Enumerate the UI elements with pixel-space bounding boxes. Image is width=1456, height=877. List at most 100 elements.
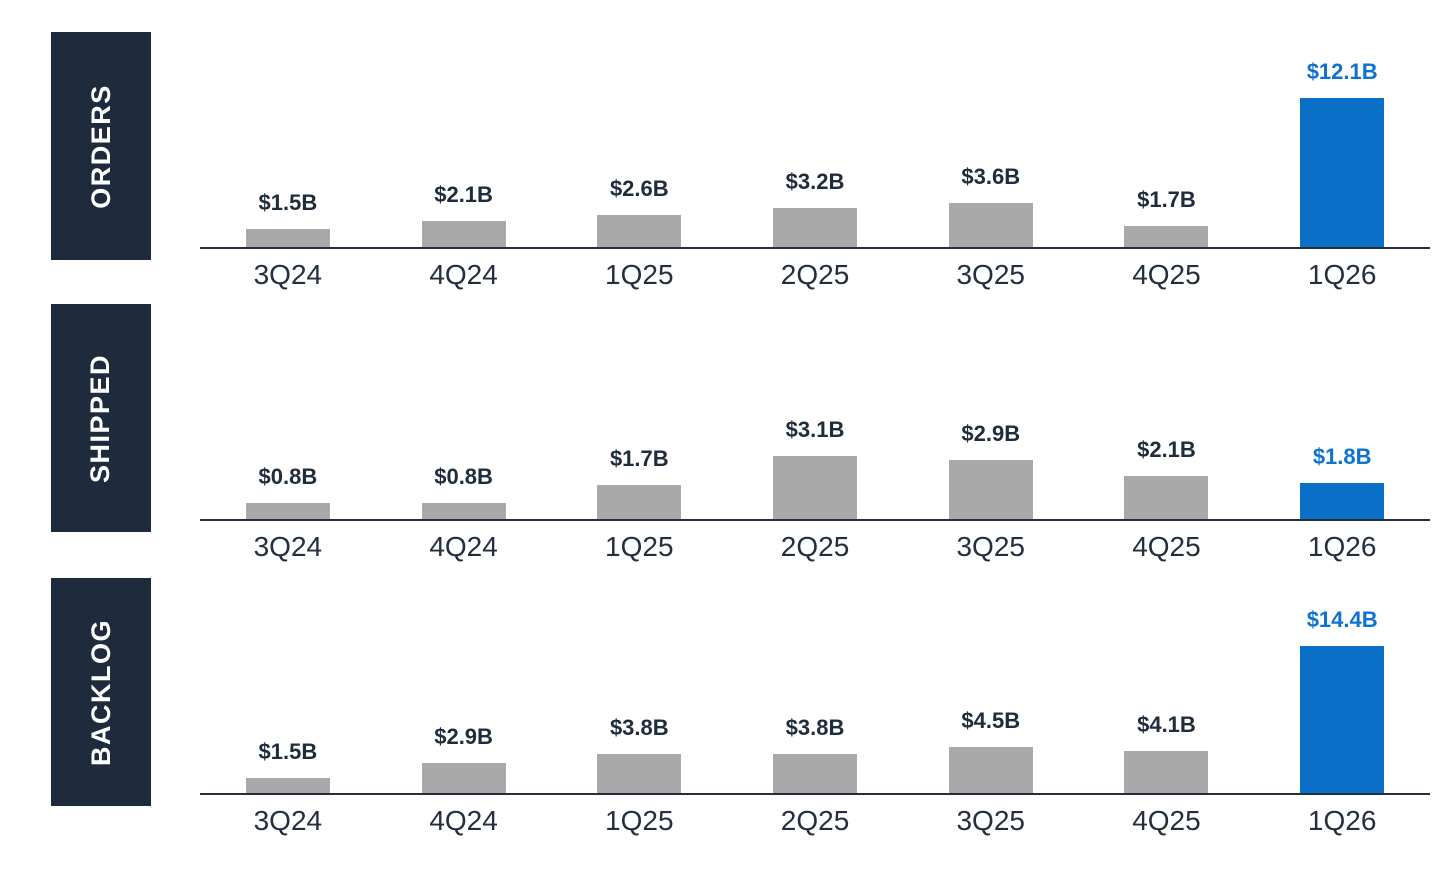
bar-group: $4.5B [903,708,1079,793]
value-bar [245,777,330,793]
value-bar [1124,476,1209,519]
x-axis-labels: 3Q24 4Q24 1Q25 2Q25 3Q25 4Q25 1Q26 [200,795,1430,837]
bar-group: $4.1B [1079,712,1255,793]
x-axis-tick-label: 4Q24 [429,805,498,836]
bar-group: $3.1B [727,417,903,519]
x-axis-tick-label: 3Q24 [253,805,323,836]
x-axis-tick-label: 4Q25 [1132,531,1201,562]
bar-group: $0.8B [376,464,552,519]
x-axis-tick-label: 1Q26 [1307,531,1377,562]
value-bar [597,484,682,519]
value-bar [773,754,858,793]
value-bar [1124,751,1209,793]
x-axis-tick-label: 1Q25 [605,531,674,562]
value-bar [597,215,682,247]
section-title-backlog: BACKLOG [85,618,116,766]
bar-value-label: $3.8B [609,715,669,741]
chart-section-orders: ORDERS $1.5B $2.1B $2.6B $3.2B $3.6B [0,32,1456,294]
value-bar [948,746,1033,793]
x-axis-tick-label: 1Q26 [1307,259,1377,290]
bar-value-label: $1.5B [258,189,318,215]
bar-group: $2.1B [376,182,552,247]
bar-group: $0.8B [200,464,376,519]
x-axis-tick-label: 1Q25 [605,805,674,836]
bar-group: $2.9B [376,724,552,793]
value-bar-highlight [1300,98,1385,247]
section-label-box-backlog: BACKLOG [51,578,151,806]
bar-group: $2.6B [551,176,727,247]
bar-value-label: $0.8B [434,463,493,489]
value-bar [948,460,1033,519]
value-bar-highlight [1300,645,1385,793]
x-axis-tick-label: 3Q24 [253,259,323,290]
section-label-box-shipped: SHIPPED [51,304,151,532]
bar-group: $12.1B [1254,59,1430,247]
value-bar [245,502,330,519]
bar-group: $3.8B [551,715,727,793]
x-axis-tick-label: 3Q24 [253,531,323,562]
bar-group: $3.8B [727,715,903,793]
value-bar [773,456,858,519]
x-axis-labels: 3Q24 4Q24 1Q25 2Q25 3Q25 4Q25 1Q26 [200,249,1430,291]
bar-value-label: $3.8B [785,715,845,741]
bar-value-label: $3.2B [785,168,845,194]
section-title-shipped: SHIPPED [85,353,116,483]
value-bar [421,502,506,519]
plot-area-backlog: $1.5B $2.9B $3.8B $3.8B $4.5B $4.1B [200,578,1430,793]
chart-section-backlog: BACKLOG $1.5B $2.9B $3.8B $3.8B $4.5B [0,578,1456,840]
value-bar [597,754,682,793]
bar-group: $3.6B [903,164,1079,247]
value-bar [948,202,1033,247]
plot-area-shipped: $0.8B $0.8B $1.7B $3.1B $2.9B $2.1B [200,304,1430,519]
bar-value-label: $4.1B [1137,712,1196,737]
x-axis-tick-label: 4Q24 [429,531,498,562]
bar-group: $2.9B [903,421,1079,519]
x-axis-tick-label: 3Q25 [956,805,1025,836]
bar-group: $14.4B [1254,607,1430,793]
x-axis-labels: 3Q24 4Q24 1Q25 2Q25 3Q25 4Q25 1Q26 [200,521,1430,563]
value-bar [1124,226,1209,247]
bar-value-label: $12.1B [1306,59,1378,85]
bar-value-label: $4.5B [961,707,1021,733]
bar-value-label: $3.6B [961,163,1021,189]
bar-value-label: $2.9B [434,724,493,750]
bar-value-label: $0.8B [258,463,318,489]
bar-group: $3.2B [727,169,903,247]
bar-group: $1.7B [551,445,727,519]
x-axis-tick-label: 1Q26 [1307,805,1377,836]
bar-value-label: $1.5B [258,738,318,764]
x-axis-line [200,793,1430,795]
bar-value-label: $2.1B [1137,437,1196,463]
bar-value-label: $2.9B [961,421,1021,447]
x-axis-tick-label: 2Q25 [780,805,850,836]
x-axis-tick-label: 3Q25 [956,531,1025,562]
section-label-box-orders: ORDERS [51,32,151,260]
bar-group: $1.8B [1254,443,1430,519]
x-axis-tick-label: 2Q25 [780,531,850,562]
x-axis-tick-label: 4Q25 [1132,805,1201,836]
chart-section-shipped: SHIPPED $0.8B $0.8B $1.7B $3.1B $2.9B [0,304,1456,566]
bar-value-label: $2.6B [609,176,669,202]
bar-value-label: $1.7B [1137,187,1196,213]
bar-value-label: $1.8B [1312,443,1372,469]
bar-value-label: $14.4B [1306,606,1378,632]
x-axis-tick-label: 4Q25 [1132,259,1201,290]
bar-value-label: $3.1B [785,417,845,443]
value-bar [773,207,858,247]
x-axis-line [200,247,1430,249]
x-axis-tick-label: 4Q24 [429,259,498,290]
value-bar [421,221,506,247]
bar-group: $1.5B [200,739,376,793]
plot-area-orders: $1.5B $2.1B $2.6B $3.2B $3.6B $1.7B [200,32,1430,247]
x-axis-tick-label: 1Q25 [605,259,674,290]
bar-value-label: $1.7B [609,445,669,471]
x-axis-tick-label: 3Q25 [956,259,1025,290]
bar-group: $1.5B [200,190,376,247]
section-title-orders: ORDERS [85,83,116,209]
value-bar-highlight [1300,482,1385,519]
bar-group: $2.1B [1079,437,1255,519]
x-axis-tick-label: 2Q25 [780,259,850,290]
bar-value-label: $2.1B [434,182,493,208]
bar-group: $1.7B [1079,187,1255,247]
